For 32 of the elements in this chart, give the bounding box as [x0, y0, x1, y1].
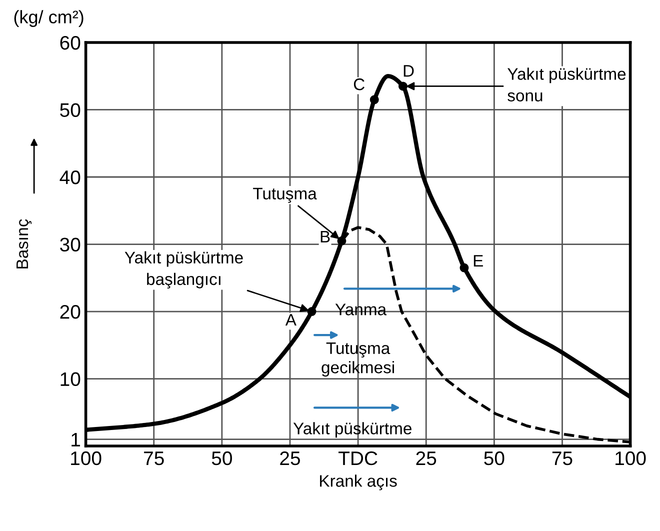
point: [337, 236, 346, 246]
y-tick-label: 40: [60, 170, 80, 184]
y-tick-label: 60: [60, 36, 80, 50]
annotation: Tutuşma: [253, 188, 317, 203]
y-tick-label: 20: [60, 304, 80, 319]
x-tick-label: 50: [212, 451, 232, 466]
y-tick-label: 1: [72, 432, 80, 446]
annotation: D: [404, 65, 414, 77]
y-axis-title: Basınç: [16, 219, 32, 268]
x-tick-label: 100: [616, 451, 646, 466]
x-tick-label: 100: [71, 451, 102, 466]
y-tick-label: 10: [60, 372, 80, 386]
point: [460, 263, 469, 272]
x-tick-label: 25: [280, 451, 300, 466]
x-tick-label: TDC: [338, 451, 378, 466]
x-tick-label: 75: [144, 452, 164, 466]
text: (kg/ cm²): [14, 10, 84, 27]
point: [398, 82, 408, 91]
y-tick-label: 50: [60, 103, 80, 117]
y-tick-label: 30: [60, 238, 80, 252]
annotation: E: [474, 255, 483, 267]
annotation: Yakıt püskürtme başlangıcı: [124, 251, 243, 288]
annotation: B: [320, 230, 330, 242]
x-tick-label: 50: [484, 451, 504, 466]
x-axis-title: Krank açıs: [320, 474, 397, 490]
point: [370, 95, 379, 104]
point: [307, 307, 316, 316]
annotation: C: [354, 78, 364, 90]
x-tick-label: 25: [416, 451, 436, 466]
annotation: A: [285, 314, 296, 326]
annotation: Yakıt püskürtme sonu: [508, 68, 626, 102]
x-tick-label: 75: [552, 452, 572, 466]
